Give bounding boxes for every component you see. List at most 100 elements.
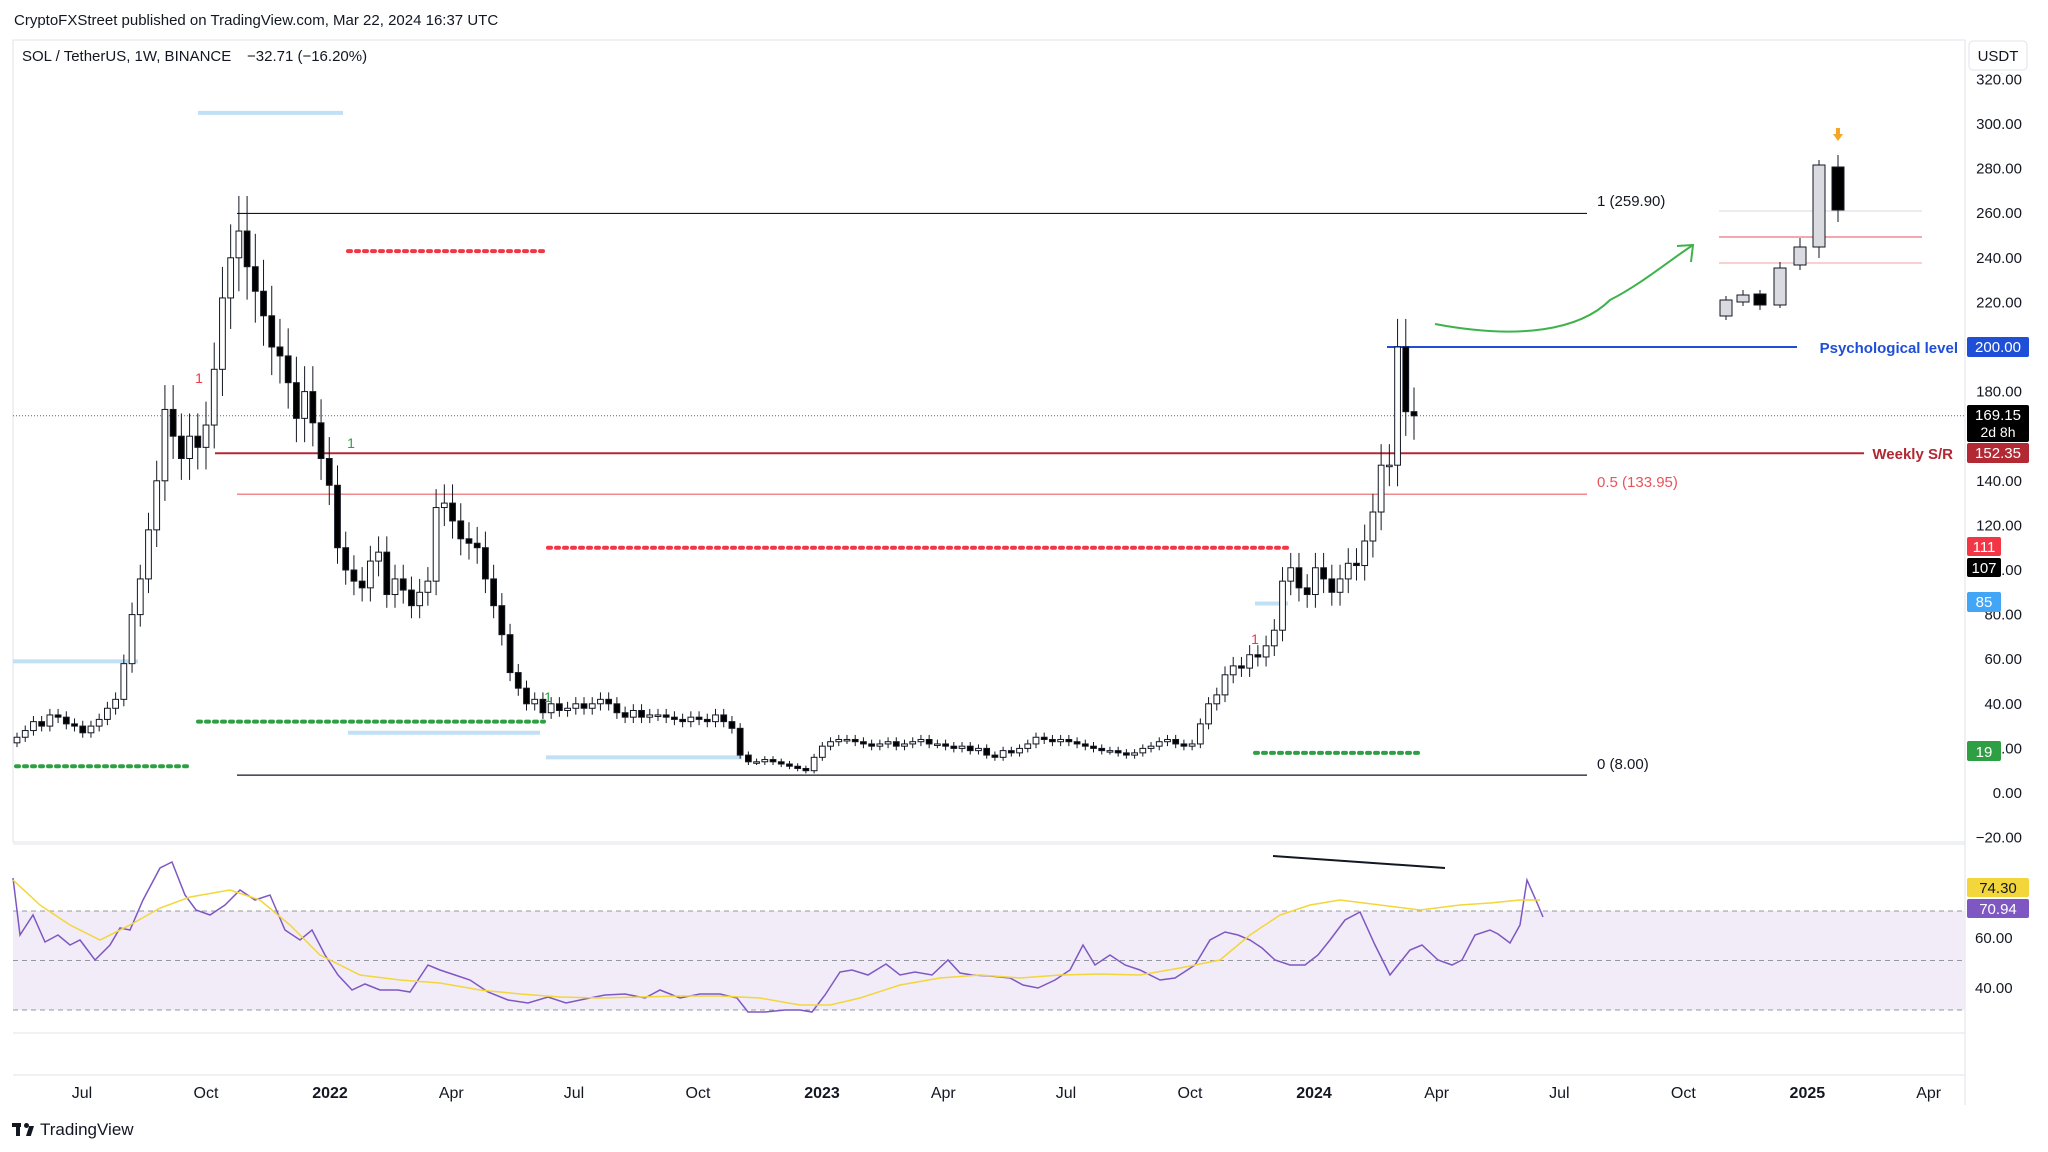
down-candle — [71, 723, 78, 727]
publisher-line: CryptoFXStreet published on TradingView.… — [14, 12, 499, 29]
up-candle — [917, 738, 925, 743]
down-candle — [671, 716, 678, 720]
down-candle — [293, 382, 300, 419]
down-candle — [621, 712, 629, 718]
up-candle — [46, 714, 54, 727]
weekly-sr-label: Weekly S/R — [1872, 446, 1953, 463]
down-candle — [1098, 747, 1106, 752]
signal-marker: 1 — [347, 435, 355, 451]
down-candle — [490, 578, 497, 607]
rsi-line — [12, 860, 1544, 1013]
down-candle — [1049, 738, 1056, 743]
down-candle — [1410, 411, 1418, 417]
up-candle — [1361, 540, 1369, 567]
up-candle — [1106, 750, 1114, 753]
down-candle — [38, 721, 46, 727]
up-candle — [87, 725, 95, 734]
down-candle — [1254, 654, 1262, 658]
down-candle — [794, 765, 802, 769]
up-candle — [1213, 694, 1221, 705]
psych-price-badge — [1967, 337, 2029, 357]
down-candle — [966, 745, 974, 752]
up-candle — [958, 745, 966, 749]
down-candle — [786, 763, 793, 767]
down-candle — [309, 391, 317, 424]
down-candle — [1172, 738, 1180, 745]
x-tick-label: Oct — [1178, 1085, 1203, 1102]
up-candle — [13, 736, 21, 744]
up-candle — [145, 529, 152, 580]
up-candle — [21, 730, 29, 738]
time-axis[interactable]: Jul Oct 2022 Apr Jul Oct 2023 Apr Jul Oct 2024 Apr J… — [72, 1085, 1942, 1102]
y-tick-label: 280.00 — [1976, 161, 2022, 178]
up-candle — [827, 741, 834, 747]
down-candle — [177, 435, 185, 460]
up-candle — [531, 698, 539, 705]
up-candle — [934, 743, 941, 746]
down-candle — [925, 738, 933, 745]
blue-segments — [13, 110, 1288, 760]
up-candle — [95, 718, 103, 727]
x-tick-label: Jul — [1549, 1085, 1569, 1102]
blue-85-badge — [1967, 592, 2001, 612]
down-candle — [1123, 752, 1130, 756]
inset-down-candle — [1753, 293, 1767, 306]
rsi-tick-60: 60.00 — [1975, 930, 2013, 947]
horizontal-levels — [215, 212, 1864, 776]
candlestick-series — [13, 195, 1418, 774]
up-candle — [128, 614, 136, 665]
currency-button[interactable] — [1968, 40, 2028, 71]
up-candle — [1016, 747, 1023, 754]
projection-inset — [1719, 128, 1922, 320]
rsi-pane — [12, 855, 1965, 1013]
up-candle — [1312, 567, 1319, 596]
up-candle — [810, 756, 818, 772]
down-candle — [334, 484, 341, 549]
down-candle — [276, 346, 284, 357]
tradingview-logo[interactable]: TradingView — [12, 1120, 134, 1140]
up-candle — [30, 721, 37, 732]
up-candle — [572, 703, 580, 709]
up-candle — [1024, 743, 1032, 749]
up-candle — [1394, 346, 1401, 466]
down-candle — [169, 408, 177, 437]
down-candle — [243, 230, 251, 268]
up-candle — [1188, 743, 1196, 747]
down-candle — [449, 502, 456, 522]
x-tick-label: Oct — [194, 1085, 219, 1102]
up-candle — [1057, 738, 1065, 743]
down-candle — [506, 634, 514, 674]
up-candle — [1369, 511, 1377, 542]
up-candle — [1205, 703, 1212, 725]
green-19-text: 19 — [1976, 744, 1993, 761]
down-candle — [638, 709, 645, 718]
y-tick-label: 240.00 — [1976, 250, 2022, 267]
x-tick-label: Apr — [1424, 1085, 1450, 1102]
up-candle — [210, 368, 218, 426]
x-tick-label: 2024 — [1296, 1085, 1332, 1102]
arrow-head-icon — [1676, 243, 1695, 263]
down-candle — [605, 698, 613, 705]
down-candle — [744, 754, 752, 763]
down-candle — [1090, 745, 1097, 749]
down-candle — [868, 743, 876, 747]
down-candle — [679, 718, 687, 723]
down-candle — [580, 703, 588, 709]
up-candle — [1229, 665, 1237, 676]
x-tick-label: Apr — [931, 1085, 957, 1102]
up-candle — [1262, 645, 1270, 658]
y-tick-label: 140.00 — [1976, 473, 2022, 490]
red-111-text: 111 — [1973, 539, 1996, 556]
inset-up-candle — [1736, 294, 1750, 303]
up-candle — [1221, 674, 1229, 696]
psychological-level-label: Psychological level — [1820, 340, 1958, 357]
down-candle — [408, 589, 415, 607]
down-candle — [268, 315, 276, 348]
symbol-title[interactable]: SOL / TetherUS, 1W, BINANCE — [22, 48, 231, 65]
up-candle — [884, 741, 892, 745]
y-tick-label: −20.00 — [1976, 830, 2022, 847]
down-candle — [350, 569, 358, 582]
down-candle — [383, 551, 391, 596]
y-tick-label: 260.00 — [1976, 205, 2022, 222]
